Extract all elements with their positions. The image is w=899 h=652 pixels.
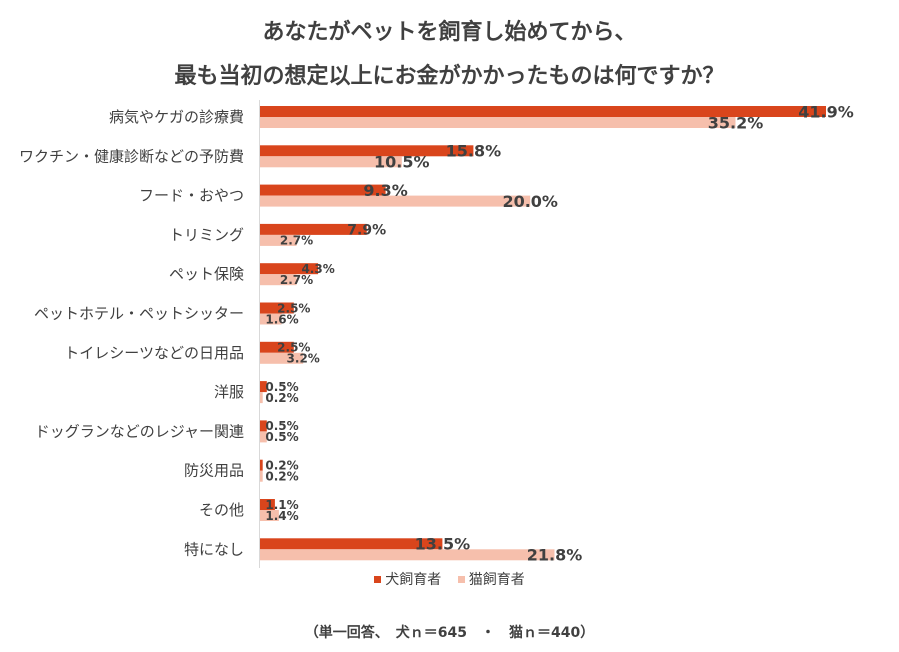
cat-bar xyxy=(260,313,282,325)
category-label: フード・おやつ xyxy=(139,187,244,205)
category-label: 病気やケガの診療費 xyxy=(109,108,244,126)
dog-bar xyxy=(260,184,386,196)
cat-value-label: 2.7% xyxy=(280,234,313,248)
cat-bar xyxy=(260,156,402,168)
cat-bar xyxy=(260,274,297,286)
category-label: ワクチン・健康診断などの予防費 xyxy=(19,147,244,165)
legend-swatch-dog xyxy=(374,575,382,583)
dog-bar xyxy=(260,145,474,157)
legend: 犬飼育者 猫飼育者 xyxy=(0,569,899,589)
category-label: 特になし xyxy=(184,540,244,558)
cat-bar xyxy=(260,392,263,404)
cat-value-label: 21.8% xyxy=(527,546,583,565)
category-label: ペットホテル・ペットシッター xyxy=(34,305,244,323)
category-label: その他 xyxy=(199,501,244,519)
dog-bar xyxy=(260,499,275,510)
category-label: 洋服 xyxy=(214,383,244,401)
dog-bar xyxy=(260,420,267,432)
dog-value-label: 2.5% xyxy=(277,341,310,355)
cat-bar xyxy=(260,431,267,443)
dog-value-label: 2.5% xyxy=(277,301,310,315)
category-label: トイレシーツなどの日用品 xyxy=(64,344,244,362)
footnote: （単一回答、 犬ｎ＝645 ・ 猫ｎ＝440） xyxy=(304,625,595,641)
legend-label-dog: 犬飼育者 xyxy=(385,572,442,588)
legend-item-dog: 犬飼育者 xyxy=(374,569,441,589)
dog-value-label: 0.2% xyxy=(265,459,298,473)
dog-bar xyxy=(260,106,826,117)
cat-value-label: 0.5% xyxy=(265,430,298,444)
cat-value-label: 3.2% xyxy=(287,352,320,366)
chart-title-line-2: 最も当初の想定以上にお金がかかったものは何ですか？ xyxy=(174,64,725,89)
cat-value-label: 1.6% xyxy=(265,312,298,326)
cat-bar xyxy=(260,117,736,128)
dog-bar xyxy=(260,381,267,393)
dog-bar xyxy=(260,223,367,235)
dog-value-label: 41.9% xyxy=(798,102,854,121)
dog-value-label: 7.9% xyxy=(347,222,386,238)
category-label: ペット保険 xyxy=(169,265,244,283)
cat-value-label: 2.7% xyxy=(280,273,313,287)
category-label: トリミング xyxy=(169,226,244,244)
dog-value-label: 9.3% xyxy=(363,181,407,200)
dog-value-label: 0.5% xyxy=(265,380,298,394)
dog-value-label: 4.3% xyxy=(301,262,334,276)
category-label: ドッグランなどのレジャー関連 xyxy=(35,422,244,440)
chart-title-line-1: あなたがペットを飼育し始めてから、 xyxy=(262,20,637,45)
cat-bar xyxy=(260,234,297,246)
cat-value-label: 35.2% xyxy=(708,113,764,132)
dog-value-label: 0.5% xyxy=(265,419,298,433)
cat-value-label: 10.5% xyxy=(374,153,430,172)
dog-bar xyxy=(260,302,294,314)
cat-value-label: 1.4% xyxy=(265,509,298,523)
cat-value-label: 20.0% xyxy=(502,192,558,211)
cat-bar xyxy=(260,510,279,521)
cat-bar xyxy=(260,470,263,482)
legend-swatch-cat xyxy=(457,575,465,583)
bar-chart: 病気やケガの診療費ワクチン・健康診断などの予防費フード・おやつトリミングペット保… xyxy=(19,100,854,568)
dog-bar xyxy=(260,538,443,550)
dog-bar xyxy=(260,459,263,471)
cat-bar xyxy=(260,195,531,207)
dog-bar xyxy=(260,263,319,275)
cat-value-label: 0.2% xyxy=(265,470,298,484)
dog-bar xyxy=(260,341,294,353)
legend-item-cat: 猫飼育者 xyxy=(457,569,525,589)
cat-bar xyxy=(260,352,304,364)
category-label: 防災用品 xyxy=(184,462,244,480)
cat-value-label: 0.2% xyxy=(265,391,298,405)
dog-value-label: 13.5% xyxy=(415,535,471,554)
legend-label-cat: 猫飼育者 xyxy=(468,572,525,588)
dog-value-label: 1.1% xyxy=(265,498,298,512)
cat-bar xyxy=(260,549,555,561)
dog-value-label: 15.8% xyxy=(446,142,502,161)
